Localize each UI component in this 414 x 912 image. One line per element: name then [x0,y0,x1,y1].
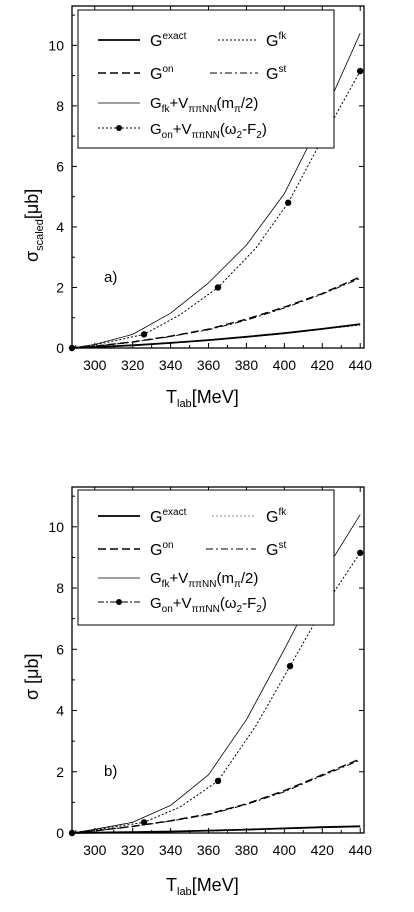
x-tick-label: 440 [349,357,373,373]
legend-label-g-fk-v: Gfk+VππNN(mπ/2) [150,95,258,115]
legend: Gexact Gfk Gon Gst Gfk+VππNN(mπ/2) Gon+V… [77,489,335,626]
legend-marker-g-on-v [116,599,122,605]
x-tick-label: 380 [235,357,259,373]
legend-label-g-on-v: Gon+VππNN(ω2-F2) [150,121,267,141]
y-tick-label: 6 [56,158,64,174]
x-tick-label: 320 [121,842,145,858]
series-marker [140,331,148,338]
series-marker [140,819,148,826]
y-axis-label: σ [μb] [22,654,42,701]
x-axis-label: Tlab[MeV] [166,387,239,410]
legend-marker-g-on-v [116,125,122,131]
series-marker [357,67,364,75]
x-tick-label: 440 [349,842,373,858]
x-tick-label: 380 [235,842,259,858]
panel-label: b) [104,763,117,780]
y-tick-label: 2 [56,279,64,295]
series-marker [214,284,222,291]
y-tick-label: 4 [56,703,64,719]
y-tick-label: 6 [56,641,64,657]
x-tick-label: 340 [159,842,183,858]
x-tick-label: 340 [159,357,183,373]
legend-label-g-st: Gst [266,540,286,559]
y-tick-label: 0 [56,825,64,841]
legend: Gexact Gfk Gon Gst Gfk+VππNN(mπ/2) Gon+V… [77,9,335,149]
legend-label-g-fk: Gfk [266,31,287,50]
panel-label: a) [104,269,117,286]
series-marker [357,549,364,557]
y-tick-label: 0 [56,340,64,356]
x-tick-label: 400 [273,357,297,373]
legend-label-g-on: Gon [150,64,174,83]
y-axis-label: σscaled[μb] [22,189,46,262]
series-line [71,324,361,349]
series-line [71,276,361,349]
y-tick-label: 10 [48,37,64,53]
series-marker [286,662,294,670]
x-tick-label: 300 [83,357,107,373]
y-tick-label: 2 [56,764,64,780]
plot-frame [71,486,365,834]
legend-label-g-exact: Gexact [150,507,187,526]
curves [68,514,364,837]
series-line [71,552,361,834]
series-marker [68,829,76,837]
x-tick-label: 420 [311,357,335,373]
x-tick-label: 400 [273,842,297,858]
plot-frame [71,5,365,349]
x-tick-label: 420 [311,842,335,858]
series-line [71,758,361,834]
legend-label-g-fk-v: Gfk+VππNN(mπ/2) [150,570,258,590]
x-tick-label: 320 [121,357,145,373]
series-line [71,277,361,349]
x-tick-label: 360 [197,842,221,858]
axis-ticks: 300 320 340 360 380 400 420 440 0 2 4 6 8 10 [48,6,372,373]
series-marker [214,777,222,785]
series-line [71,759,361,834]
legend-label-g-on: Gon [150,540,174,559]
y-tick-label: 4 [56,219,64,235]
legend-label-g-fk: Gfk [266,507,287,526]
x-tick-label: 300 [83,842,107,858]
legend-box [77,9,335,149]
y-tick-label: 8 [56,98,64,114]
panel-b: 300 320 340 360 380 400 420 440 0 2 4 6 8 10 Gexact G… [22,486,373,898]
x-tick-label: 360 [197,357,221,373]
x-axis-label: Tlab[MeV] [166,875,239,898]
y-tick-label: 10 [48,519,64,535]
legend-label-g-exact: Gexact [150,31,187,50]
legend-label-g-on-v: Gon+VππNN(ω2-F2) [150,595,267,615]
panel-a: 300 320 340 360 380 400 420 440 0 2 4 6 8 10 Gexact G… [22,5,372,410]
legend-label-g-st: Gst [266,64,286,83]
series-marker [68,344,76,352]
y-tick-label: 8 [56,580,64,596]
series-line [71,826,361,834]
series-marker [284,199,292,206]
